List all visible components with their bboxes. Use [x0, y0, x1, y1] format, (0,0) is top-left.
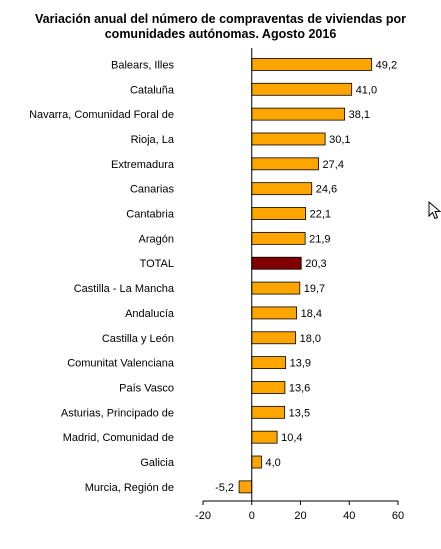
bar — [251, 58, 373, 71]
bar — [251, 107, 346, 121]
category-label: Canarias — [130, 184, 175, 196]
category-label: Navarra, Comunidad Foral de — [29, 109, 174, 121]
mouse-pointer-icon — [428, 201, 441, 220]
category-label: País Vasco — [119, 382, 174, 394]
x-tick-label: 0 — [249, 510, 255, 522]
bar — [251, 207, 307, 220]
category-label: Cataluña — [130, 84, 175, 96]
x-tick-label: -20 — [195, 510, 211, 522]
category-label: Comunitat Valenciana — [67, 358, 175, 370]
plot-area: Balears, Illes 49,2 Cataluña 41,0 Navarra, C… — [29, 48, 404, 522]
bar — [251, 256, 302, 270]
bar — [251, 132, 326, 146]
data-label: 38,1 — [349, 109, 370, 121]
data-label: 18,0 — [300, 333, 321, 345]
chart-title: Variación anual del número de compravent… — [0, 12, 441, 42]
bar — [251, 356, 287, 370]
bar — [238, 480, 253, 494]
data-label: 30,1 — [329, 134, 350, 146]
category-label: Balears, Illes — [111, 59, 174, 71]
data-label: 10,4 — [281, 432, 302, 444]
category-label: Madrid, Comunidad de — [63, 432, 174, 444]
bar — [251, 331, 297, 345]
data-label: 21,9 — [309, 233, 330, 245]
category-label: Galicia — [140, 457, 175, 469]
bar — [251, 430, 278, 444]
data-label: 49,2 — [376, 59, 397, 71]
category-label: Aragón — [139, 233, 174, 245]
data-label: 24,6 — [316, 184, 337, 196]
data-label: 19,7 — [304, 283, 325, 295]
x-tick-label: 60 — [392, 510, 404, 522]
data-label: 22,1 — [310, 209, 331, 221]
category-label: Castilla - La Mancha — [74, 283, 175, 295]
x-tick-label: 20 — [294, 510, 306, 522]
data-label: 20,3 — [305, 258, 326, 270]
bar — [251, 381, 286, 394]
bar — [251, 306, 297, 320]
bar — [251, 157, 319, 171]
bar — [251, 455, 262, 469]
category-label: TOTAL — [140, 258, 174, 270]
data-label: 18,4 — [301, 308, 322, 320]
data-label: 13,5 — [289, 407, 310, 419]
category-label: Extremadura — [111, 159, 175, 171]
category-label: Castilla y León — [102, 333, 174, 345]
data-label: -5,2 — [215, 482, 234, 494]
bar — [251, 405, 286, 419]
data-label: 27,4 — [323, 159, 344, 171]
data-label: 13,6 — [289, 382, 310, 394]
category-label: Andalucía — [125, 308, 175, 320]
chart-title-line-2: comunidades autónomas. Agosto 2016 — [104, 27, 337, 41]
category-label: Rioja, La — [131, 134, 175, 146]
bar — [251, 182, 313, 196]
x-tick-label: 40 — [343, 510, 355, 522]
bar — [251, 82, 353, 96]
category-label: Murcia, Región de — [85, 482, 174, 494]
bar — [251, 281, 301, 295]
bar — [251, 231, 306, 245]
category-label: Cantabria — [126, 209, 175, 221]
data-label: 41,0 — [356, 84, 377, 96]
data-label: 4,0 — [266, 457, 281, 469]
data-label: 13,9 — [290, 358, 311, 370]
category-label: Asturias, Principado de — [61, 407, 174, 419]
chart-title-line-1: Variación anual del número de compravent… — [35, 12, 406, 26]
